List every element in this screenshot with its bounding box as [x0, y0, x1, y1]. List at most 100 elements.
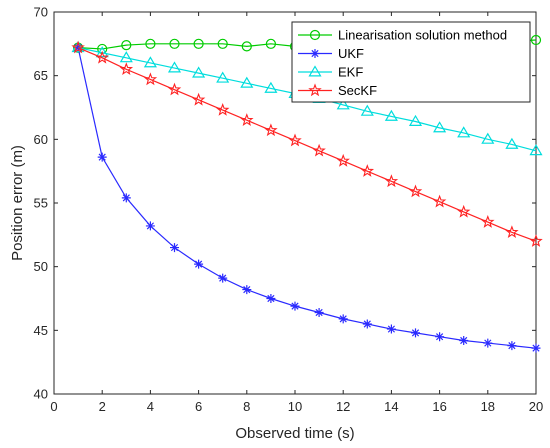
x-tick-label: 4	[147, 399, 154, 414]
legend-marker	[308, 83, 322, 97]
data-point	[362, 319, 372, 329]
data-point	[121, 193, 131, 203]
data-point	[71, 40, 85, 54]
data-point	[507, 341, 517, 351]
series-seckf	[71, 40, 543, 247]
legend-label: EKF	[338, 65, 363, 80]
data-point	[336, 98, 350, 110]
data-point	[241, 41, 252, 52]
data-point	[505, 225, 519, 239]
legend-entry: UKF	[298, 46, 364, 61]
data-point	[143, 72, 158, 86]
data-point	[384, 109, 398, 121]
x-tick-label: 0	[50, 399, 57, 414]
y-tick-label: 70	[34, 5, 48, 20]
data-point	[360, 164, 375, 177]
data-point	[529, 234, 543, 247]
data-point	[360, 104, 374, 116]
data-point	[408, 114, 423, 126]
x-tick-label: 14	[384, 399, 398, 414]
data-point	[167, 82, 182, 96]
data-point	[481, 132, 495, 144]
data-point	[288, 133, 302, 147]
data-point	[505, 137, 519, 149]
x-axis-label: Observed time (s)	[235, 425, 354, 442]
data-point	[121, 40, 132, 51]
data-point	[530, 34, 542, 46]
data-point	[408, 184, 423, 198]
legend-label: SecKF	[338, 83, 377, 98]
y-tick-label: 50	[34, 259, 48, 274]
data-point	[481, 215, 495, 228]
legend-entry: SecKF	[298, 83, 377, 98]
y-tick-label: 40	[34, 387, 48, 402]
x-tick-label: 12	[336, 399, 350, 414]
x-tick-label: 20	[529, 399, 543, 414]
legend-label: UKF	[338, 46, 364, 61]
x-tick-label: 2	[99, 399, 106, 414]
data-point	[483, 338, 493, 348]
x-tick-label: 18	[481, 399, 495, 414]
y-tick-label: 55	[34, 196, 48, 211]
y-tick-label: 60	[34, 132, 48, 147]
data-point	[97, 152, 107, 162]
legend-marker	[310, 49, 320, 58]
data-point	[218, 273, 228, 283]
data-point	[170, 243, 179, 253]
data-point	[145, 38, 156, 49]
data-point	[384, 174, 399, 188]
x-tick-label: 6	[195, 399, 202, 414]
y-tick-label: 65	[34, 68, 48, 83]
x-tick-label: 10	[288, 399, 302, 414]
data-point	[119, 62, 134, 76]
data-point	[242, 285, 252, 295]
series-ukf	[73, 43, 541, 353]
data-point	[191, 92, 206, 106]
data-point	[290, 301, 300, 311]
data-point	[411, 328, 420, 338]
data-point	[216, 71, 230, 83]
data-point	[314, 308, 324, 318]
axis-ticks: 0 2 4 6 8 10 12 14 16 18 20 40 45 50 55 60 65 70	[34, 5, 544, 415]
data-point	[240, 76, 254, 88]
data-point	[215, 102, 230, 116]
data-point	[457, 126, 471, 138]
data-point	[167, 61, 182, 73]
x-tick-label: 8	[243, 399, 250, 414]
data-point	[266, 294, 276, 303]
data-point	[459, 336, 469, 346]
data-point	[265, 38, 276, 49]
data-point	[194, 259, 204, 269]
legend-label: Linearisation solution method	[338, 28, 507, 43]
data-point	[433, 121, 447, 133]
data-point	[71, 40, 85, 53]
data-point	[338, 314, 348, 324]
y-tick-label: 45	[34, 323, 48, 338]
data-point	[529, 144, 543, 156]
legend: Linearisation solution method UKF EKF SecKF	[291, 21, 531, 103]
data-point	[264, 81, 278, 93]
data-point	[456, 204, 471, 218]
data-point	[119, 51, 133, 63]
legend-entry: EKF	[298, 65, 363, 80]
data-point	[264, 123, 278, 137]
data-point	[169, 38, 180, 49]
data-point	[312, 143, 326, 157]
legend-marker	[309, 29, 321, 41]
x-tick-label: 16	[432, 399, 446, 414]
data-point	[217, 38, 228, 49]
data-point	[193, 38, 204, 49]
data-point	[336, 153, 350, 167]
legend-entry: Linearisation solution method	[298, 28, 507, 43]
data-point	[145, 221, 155, 231]
data-point	[386, 324, 396, 334]
data-point	[531, 343, 541, 353]
data-point	[240, 113, 254, 126]
y-axis-label: Position error (m)	[9, 145, 26, 261]
data-point	[143, 56, 157, 68]
legend-marker	[308, 65, 322, 77]
data-point	[435, 332, 445, 342]
data-point	[192, 66, 206, 78]
series-line	[77, 47, 537, 349]
